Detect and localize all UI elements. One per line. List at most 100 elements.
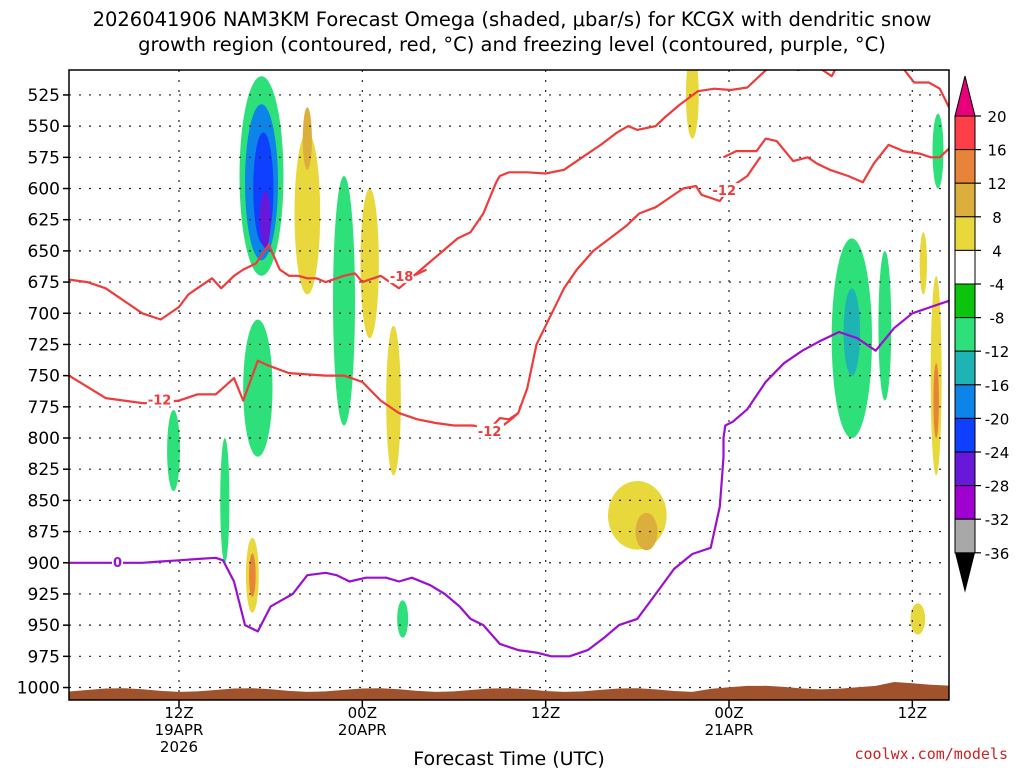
y-tick-label: 875 bbox=[28, 523, 60, 543]
colorbar-label: -20 bbox=[985, 410, 1010, 428]
colorbar-bottom-arrow bbox=[955, 552, 975, 593]
terrain-strip bbox=[69, 682, 949, 700]
x-tick-label: 12Z bbox=[164, 704, 193, 722]
contour-line bbox=[477, 156, 762, 433]
contour-label-bg bbox=[388, 269, 416, 284]
contour-line bbox=[723, 137, 949, 184]
credit-text: coolwx.com/models bbox=[854, 745, 1008, 763]
colorbar-bin bbox=[954, 182, 976, 218]
contour-label: -12 bbox=[713, 184, 737, 199]
contour-line bbox=[69, 359, 519, 430]
omega-cell bbox=[259, 191, 271, 248]
colorbar-label: -16 bbox=[985, 377, 1010, 395]
colorbar-label: 8 bbox=[992, 209, 1002, 227]
colorbar-bin bbox=[954, 518, 976, 554]
contour-label: -18 bbox=[390, 270, 414, 285]
y-tick-label: 750 bbox=[28, 367, 60, 387]
y-tick-label: 975 bbox=[28, 647, 60, 667]
x-tick-label: 12Z bbox=[531, 704, 560, 722]
omega-cell bbox=[933, 363, 939, 439]
y-tick-label: 950 bbox=[28, 616, 60, 636]
colorbar: 20 16 12 8 4 -4 -8 -12 -16 -20 -24 -28 -32 -36 bbox=[954, 75, 1010, 593]
colorbar-bin bbox=[954, 216, 976, 251]
colorbar-label: 16 bbox=[987, 142, 1006, 160]
contour-line bbox=[69, 299, 949, 658]
y-tick-label: 900 bbox=[28, 554, 60, 574]
colorbar-bin bbox=[954, 485, 976, 520]
colorbar-bin bbox=[954, 149, 976, 184]
chart-title-line1: 2026041906 NAM3KM Forecast Omega (shaded… bbox=[93, 8, 932, 31]
y-tick-label: 700 bbox=[28, 304, 60, 324]
y-tick-label: 650 bbox=[28, 242, 60, 262]
omega-cell bbox=[333, 176, 355, 426]
omega-cell bbox=[220, 438, 230, 563]
contour-label-bg bbox=[711, 183, 739, 198]
x-tick-label: 00Z bbox=[714, 704, 743, 722]
colorbar-bin bbox=[954, 283, 976, 319]
y-tick-label: 625 bbox=[28, 211, 60, 231]
y-tick-label: 550 bbox=[28, 117, 60, 137]
x-tick-label: 19APR bbox=[155, 721, 204, 739]
contour-label: -12 bbox=[478, 425, 502, 440]
x-tick-label: 12Z bbox=[898, 704, 927, 722]
y-tick-label: 775 bbox=[28, 398, 60, 418]
x-axis-label: Forecast Time (UTC) bbox=[413, 748, 604, 768]
colorbar-label: -12 bbox=[985, 343, 1010, 361]
omega-cell bbox=[919, 232, 927, 295]
omega-cell bbox=[360, 188, 379, 339]
colorbar-bin bbox=[954, 350, 976, 386]
x-tick-label: 20APR bbox=[338, 721, 387, 739]
omega-cell bbox=[167, 409, 180, 492]
colorbar-bin bbox=[954, 317, 976, 352]
colorbar-top-arrow bbox=[954, 75, 976, 117]
y-tick-label: 600 bbox=[28, 180, 60, 200]
colorbar-label: 4 bbox=[992, 242, 1002, 260]
omega-cell bbox=[878, 250, 892, 401]
chart-title-line2: growth region (contoured, red, °C) and f… bbox=[138, 33, 886, 56]
grid-layer bbox=[69, 70, 949, 700]
plot-frame bbox=[68, 69, 950, 701]
y-tick-label: 675 bbox=[28, 273, 60, 293]
colorbar-label: -4 bbox=[990, 276, 1005, 294]
x-tick-label: 2026 bbox=[160, 738, 198, 756]
y-tick-label: 825 bbox=[28, 460, 60, 480]
omega-cell bbox=[397, 600, 409, 638]
omega-cell bbox=[386, 325, 401, 476]
colorbar-label: 20 bbox=[987, 108, 1006, 126]
y-tick-label: 850 bbox=[28, 491, 60, 511]
y-tick-label: 1000 bbox=[17, 679, 60, 699]
contour-label: -12 bbox=[148, 394, 172, 409]
x-tick-label: 00Z bbox=[348, 704, 377, 722]
colorbar-bin bbox=[954, 115, 976, 151]
omega-cell bbox=[932, 113, 944, 189]
contour-label-bg bbox=[146, 392, 174, 407]
omega-cell bbox=[635, 512, 658, 551]
colorbar-label: -28 bbox=[985, 478, 1010, 496]
surface-terrain bbox=[69, 682, 949, 700]
contour-line bbox=[69, 243, 427, 321]
y-tick-label: 525 bbox=[28, 86, 60, 106]
colorbar-label: -32 bbox=[985, 511, 1010, 529]
omega-cell bbox=[302, 107, 312, 170]
contour-label-bg bbox=[112, 554, 123, 569]
y-axis: 525 550 575 600 625 650 675 700 725 750 775 800 825 8… bbox=[17, 86, 69, 699]
omega-cell bbox=[249, 553, 256, 598]
colorbar-label: -36 bbox=[985, 545, 1010, 563]
y-tick-label: 575 bbox=[28, 148, 60, 168]
omega-shading-layer bbox=[167, 70, 944, 638]
colorbar-bin bbox=[954, 451, 976, 487]
omega-cell bbox=[685, 70, 699, 139]
omega-cell bbox=[843, 288, 861, 376]
contour-label: 0 bbox=[113, 556, 122, 571]
colorbar-bin bbox=[954, 384, 976, 419]
contour-layer: -12 -18 -12 -12 0 bbox=[69, 70, 949, 658]
omega-cell bbox=[910, 603, 926, 635]
y-tick-label: 925 bbox=[28, 585, 60, 605]
y-tick-label: 800 bbox=[28, 429, 60, 449]
colorbar-label: -8 bbox=[990, 310, 1005, 328]
colorbar-bin bbox=[954, 249, 976, 285]
y-tick-label: 725 bbox=[28, 335, 60, 355]
colorbar-label: 12 bbox=[987, 175, 1006, 193]
